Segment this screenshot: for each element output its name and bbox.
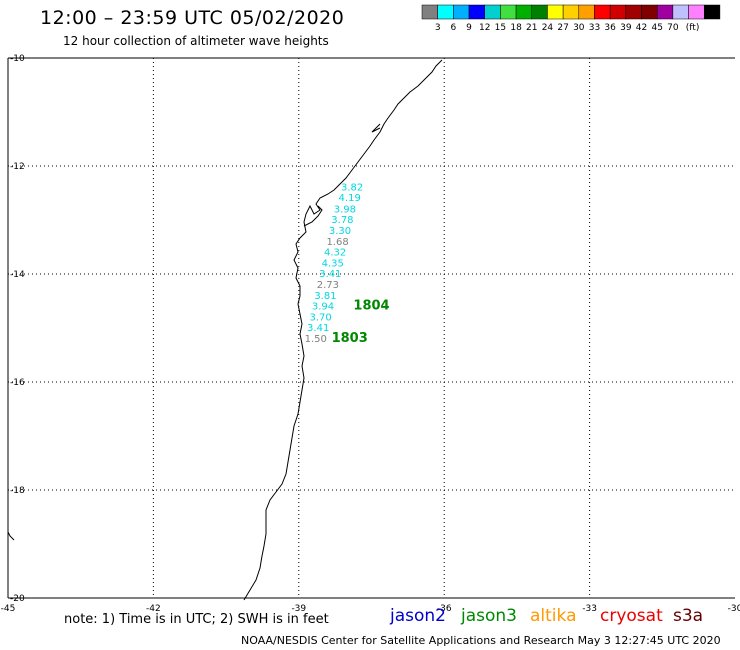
wave-height-value: 3.82 xyxy=(341,182,363,193)
legend-label: 45 xyxy=(651,23,662,33)
legend-label: 21 xyxy=(526,23,537,33)
wave-height-value: 3.81 xyxy=(314,291,336,302)
wave-height-value: 3.30 xyxy=(329,226,351,237)
legend-swatch xyxy=(484,4,501,20)
legend-swatch xyxy=(703,4,721,20)
y-tick-label: -10 xyxy=(10,54,25,64)
legend-swatch xyxy=(515,4,533,20)
wave-height-value: 1.68 xyxy=(326,237,348,248)
x-tick-label: -42 xyxy=(146,604,161,614)
legend-swatch xyxy=(641,4,658,20)
pass-time-label: 1803 xyxy=(332,331,368,346)
legend-label: 15 xyxy=(495,23,506,33)
legend-label: 18 xyxy=(510,23,522,33)
legend-label: 6 xyxy=(450,23,456,33)
legend-label: 27 xyxy=(557,23,568,33)
legend-label: 39 xyxy=(620,23,632,33)
legend-swatch xyxy=(531,4,548,20)
legend-label: 9 xyxy=(466,23,472,33)
legend-swatch xyxy=(500,4,517,20)
wave-height-value: 3.41 xyxy=(319,269,341,280)
coastline xyxy=(243,59,443,601)
legend-swatch xyxy=(609,4,627,20)
legend-swatch xyxy=(547,4,564,20)
y-tick-label: -18 xyxy=(10,486,25,496)
map-subtitle: 12 hour collection of altimeter wave hei… xyxy=(63,34,329,48)
wave-height-value: 3.78 xyxy=(331,215,353,226)
y-tick-label: -12 xyxy=(10,162,25,172)
legend-swatch xyxy=(672,4,689,20)
footer-credit: NOAA/NESDIS Center for Satellite Applica… xyxy=(241,634,721,647)
x-tick-label: -39 xyxy=(291,604,306,614)
observations: 3.824.193.983.783.301.684.324.353.412.73… xyxy=(305,182,390,346)
legend-swatch xyxy=(421,4,438,20)
x-tick-label: -30 xyxy=(728,604,740,614)
sat-s3a: s3a xyxy=(673,606,704,626)
wave-height-value: 3.98 xyxy=(334,204,356,215)
sat-altika: altika xyxy=(530,606,577,626)
wave-height-value: 3.70 xyxy=(309,312,331,323)
map-title: 12:00 – 23:59 UTC 05/02/2020 xyxy=(40,7,345,29)
sat-jason2: jason2 xyxy=(390,606,446,626)
legend-label: 12 xyxy=(479,23,490,33)
legend-label: 70 xyxy=(667,23,679,33)
legend-swatch xyxy=(453,4,470,20)
legend-swatch xyxy=(578,4,595,20)
y-tick-label: -16 xyxy=(10,378,25,388)
legend-swatch xyxy=(562,4,580,20)
coastline-island xyxy=(371,123,381,133)
coastline-bay xyxy=(303,205,323,227)
legend-swatch xyxy=(468,4,485,20)
coastline-west xyxy=(7,531,15,541)
legend-label: 24 xyxy=(542,23,554,33)
axis-ticks: -45 -42 -39 -36 -33 -30 -10 -12 -14 -16 -18 -20 xyxy=(1,54,740,614)
wave-height-value: 2.73 xyxy=(317,280,339,291)
color-legend: 3 6 9 12 15 18 21 24 27 30 33 36 39 42 45 70 (ft) xyxy=(421,4,721,33)
wave-height-value: 3.94 xyxy=(312,302,334,313)
legend-label: 30 xyxy=(573,23,585,33)
legend-swatch xyxy=(594,4,611,20)
legend-label: 3 xyxy=(435,23,441,33)
legend-swatch xyxy=(656,4,674,20)
wave-height-value: 4.32 xyxy=(324,248,346,259)
x-tick-label: -33 xyxy=(582,604,597,614)
pass-time-label: 1804 xyxy=(353,299,389,314)
legend-label: 36 xyxy=(604,23,616,33)
legend-swatch xyxy=(437,4,454,20)
footer-note: note: 1) Time is in UTC; 2) SWH is in fe… xyxy=(64,612,329,627)
sat-cryosat: cryosat xyxy=(600,606,663,626)
legend-label: 42 xyxy=(636,23,647,33)
legend-swatch xyxy=(688,4,705,20)
y-tick-label: -20 xyxy=(10,594,25,604)
sat-jason3: jason3 xyxy=(461,606,517,626)
legend-swatch xyxy=(625,4,642,20)
wave-height-value: 4.35 xyxy=(322,258,344,269)
legend-label: 33 xyxy=(589,23,600,33)
y-tick-label: -14 xyxy=(10,270,25,280)
x-tick-label: -45 xyxy=(1,604,16,614)
wave-height-value: 3.41 xyxy=(307,323,329,334)
wave-height-value: 1.50 xyxy=(305,334,327,345)
legend-unit: (ft) xyxy=(686,23,700,33)
lat-lon-grid xyxy=(7,57,735,599)
wave-height-value: 4.19 xyxy=(339,193,361,204)
x-tick-label: -36 xyxy=(437,604,452,614)
